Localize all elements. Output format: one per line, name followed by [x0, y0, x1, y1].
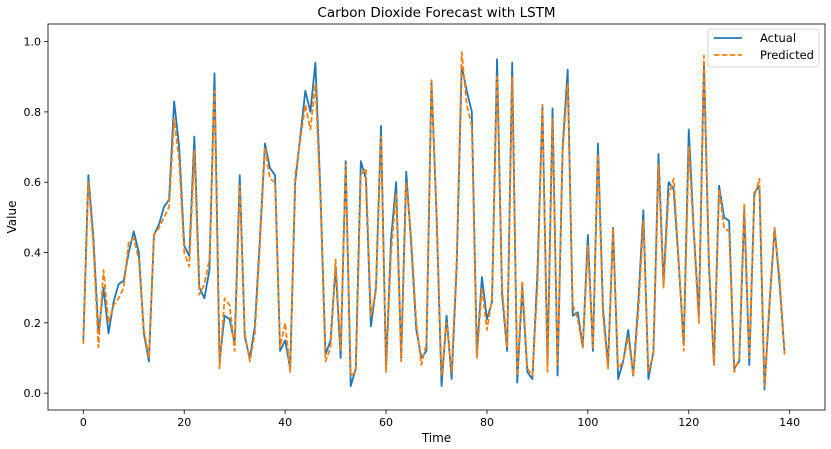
x-tick-label: 80 [480, 416, 494, 429]
legend-label-actual: Actual [760, 31, 796, 45]
x-tick-label: 60 [379, 416, 393, 429]
x-tick-label: 0 [80, 416, 87, 429]
series-line-actual [82, 58, 786, 391]
x-axis: 0 20 40 60 80 100 120 140 [80, 410, 800, 429]
x-tick-label: 20 [177, 416, 191, 429]
y-axis: 0.0 0.2 0.4 0.6 0.8 1.0 [24, 36, 48, 400]
y-tick-label: 0.0 [24, 387, 42, 400]
chart-title: Carbon Dioxide Forecast with LSTM [317, 5, 555, 21]
y-tick-label: 1.0 [24, 36, 42, 49]
y-tick-label: 0.4 [24, 247, 42, 260]
series-line-predicted [82, 51, 786, 387]
y-tick-label: 0.2 [24, 317, 42, 330]
legend-label-predicted: Predicted [760, 48, 814, 62]
x-axis-title: Time [421, 431, 451, 445]
y-tick-label: 0.8 [24, 106, 42, 119]
legend: Actual Predicted [707, 28, 820, 68]
y-tick-label: 0.6 [24, 176, 42, 189]
plot-frame [47, 23, 826, 411]
x-tick-label: 120 [678, 416, 699, 429]
y-axis-title: Value [5, 201, 19, 234]
series-layer [82, 51, 786, 391]
x-tick-label: 40 [278, 416, 292, 429]
x-tick-label: 100 [577, 416, 598, 429]
x-tick-label: 140 [779, 416, 800, 429]
